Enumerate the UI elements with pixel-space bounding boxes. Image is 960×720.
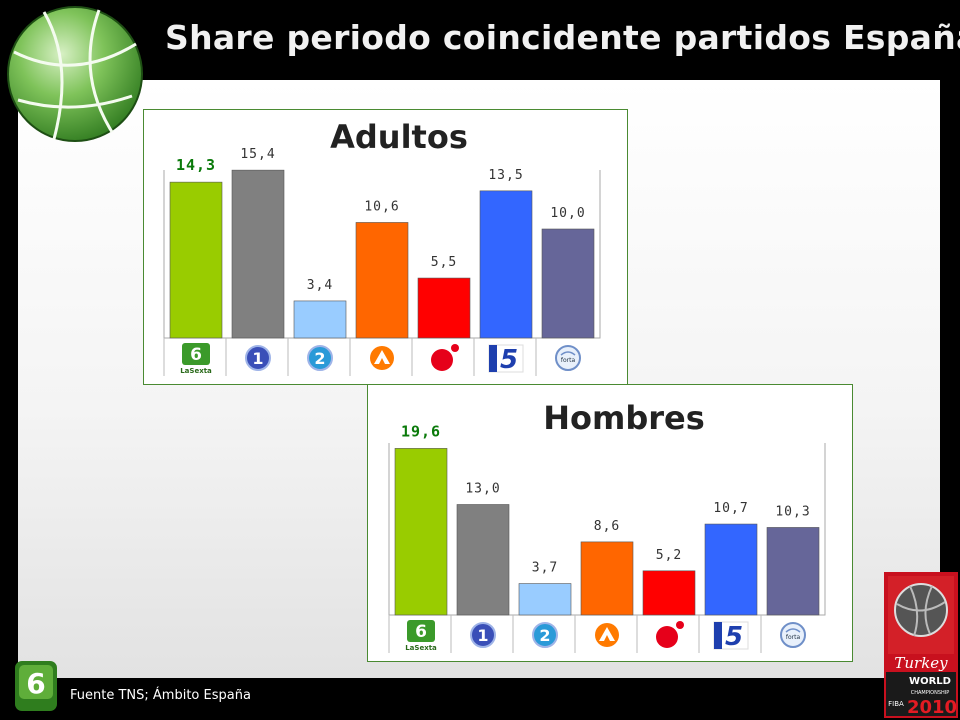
source-footer: Fuente TNS; Ámbito España bbox=[70, 688, 251, 703]
data-label: 15,4 bbox=[240, 147, 275, 162]
forta-icon: forta bbox=[780, 622, 806, 648]
bar-la-2 bbox=[518, 583, 572, 616]
slide-title: Share periodo coincidente partidos Españ… bbox=[165, 18, 960, 57]
data-label: 5,5 bbox=[431, 255, 457, 270]
svg-text:forta: forta bbox=[786, 634, 801, 641]
bar-antena-3 bbox=[355, 222, 409, 339]
bar-la-1 bbox=[456, 504, 510, 616]
fiba-world-championship-logo: Turkey WORLD CHAMPIONSHIP FIBA 2010 bbox=[884, 572, 958, 718]
telecinco-icon: 5 bbox=[488, 344, 524, 375]
svg-text:5: 5 bbox=[725, 622, 743, 652]
cuatro-icon bbox=[656, 621, 684, 648]
chart-hombres: Hombres 19,6 6 LaSexta 13,0 1 3,7 2 8,6 5,2 10,7 5 1… bbox=[367, 384, 853, 662]
svg-text:LaSexta: LaSexta bbox=[180, 367, 212, 375]
bar-antena-3 bbox=[580, 541, 634, 616]
svg-text:forta: forta bbox=[561, 357, 576, 364]
fiba-year-text: 2010 bbox=[907, 697, 957, 718]
chart-hombres-svg: Hombres 19,6 6 LaSexta 13,0 1 3,7 2 8,6 5,2 10,7 5 1… bbox=[388, 399, 826, 653]
svg-text:6: 6 bbox=[190, 345, 202, 365]
title-bar: Share periodo coincidente partidos Españ… bbox=[0, 0, 960, 80]
bar-cuatro bbox=[417, 277, 471, 339]
lasexta-icon: 6 LaSexta bbox=[405, 620, 437, 652]
cuatro-icon bbox=[431, 344, 459, 371]
data-label: 13,5 bbox=[488, 168, 523, 183]
data-label: 8,6 bbox=[594, 519, 620, 534]
la2-icon: 2 bbox=[532, 622, 558, 648]
svg-text:1: 1 bbox=[477, 626, 488, 645]
lasexta-icon: 6 LaSexta bbox=[180, 343, 212, 375]
fiba-world-text: WORLD bbox=[909, 676, 951, 687]
fiba-turkey-text: Turkey bbox=[894, 654, 948, 672]
svg-text:6: 6 bbox=[415, 622, 427, 642]
data-label: 10,6 bbox=[364, 199, 399, 214]
bar-forta bbox=[766, 527, 820, 616]
bar-telecinco bbox=[479, 190, 533, 339]
svg-text:2: 2 bbox=[539, 626, 550, 645]
svg-text:1: 1 bbox=[252, 349, 263, 368]
bar-lasexta bbox=[169, 181, 223, 339]
data-label: 10,3 bbox=[775, 504, 810, 519]
chart-title: Adultos bbox=[330, 118, 468, 156]
la2-icon: 2 bbox=[307, 345, 333, 371]
fiba-text: FIBA bbox=[888, 700, 904, 708]
chart-adultos: Adultos 14,3 6 LaSexta 15,4 1 3,4 2 10,6 5,5 13,5 5… bbox=[143, 109, 628, 385]
bar-telecinco bbox=[704, 523, 758, 616]
forta-icon: forta bbox=[555, 345, 581, 371]
data-label: 3,4 bbox=[307, 278, 333, 293]
bar-cuatro bbox=[642, 570, 696, 616]
data-label: 13,0 bbox=[465, 482, 500, 497]
la1-icon: 1 bbox=[245, 345, 271, 371]
svg-text:2: 2 bbox=[314, 349, 325, 368]
svg-text:LaSexta: LaSexta bbox=[405, 644, 437, 652]
svg-text:6: 6 bbox=[26, 667, 45, 700]
data-label: 19,6 bbox=[401, 422, 441, 440]
data-label: 3,7 bbox=[532, 561, 558, 576]
la1-icon: 1 bbox=[470, 622, 496, 648]
data-label: 14,3 bbox=[176, 156, 216, 174]
data-label: 10,7 bbox=[713, 501, 748, 516]
bar-la-1 bbox=[231, 169, 285, 339]
antena3-icon bbox=[370, 346, 394, 370]
lasexta-corner-logo: 6 bbox=[15, 661, 57, 711]
telecinco-icon: 5 bbox=[713, 621, 749, 652]
bar-forta bbox=[541, 228, 595, 339]
bar-lasexta bbox=[394, 448, 448, 616]
bar-la-2 bbox=[293, 300, 347, 339]
svg-text:5: 5 bbox=[500, 345, 518, 375]
fiba-championship-text: CHAMPIONSHIP bbox=[911, 690, 950, 696]
basketball-icon bbox=[7, 6, 143, 142]
chart-adultos-svg: Adultos 14,3 6 LaSexta 15,4 1 3,4 2 10,6 5,5 13,5 5… bbox=[163, 118, 601, 376]
data-label: 10,0 bbox=[550, 206, 585, 221]
chart-title: Hombres bbox=[543, 399, 705, 437]
data-label: 5,2 bbox=[656, 548, 682, 563]
antena3-icon bbox=[595, 623, 619, 647]
